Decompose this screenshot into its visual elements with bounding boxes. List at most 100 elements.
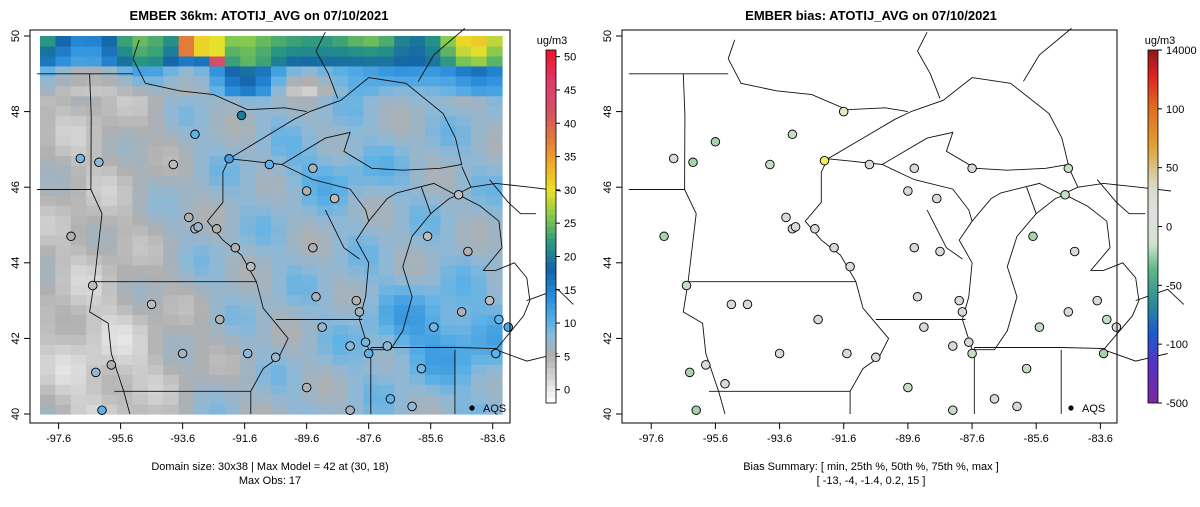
- grid-cell: [363, 165, 380, 176]
- grid-cell: [194, 225, 210, 236]
- grid-cell: [409, 125, 426, 137]
- colorbar: ug/m3 14000 100 50 0 -50 -100 -500: [1145, 35, 1197, 410]
- grid-cell: [425, 264, 441, 276]
- grid-cell: [224, 95, 241, 107]
- grid-cell: [348, 45, 364, 57]
- grid-cell: [178, 404, 195, 415]
- boundary-line: [355, 166, 472, 351]
- grid-cell: [209, 95, 226, 107]
- grid-cell: [378, 274, 395, 286]
- grid-cell: [194, 115, 210, 127]
- observation-point: [1111, 322, 1122, 332]
- grid-cell: [332, 274, 349, 286]
- observation-point: [684, 367, 695, 378]
- boundary-line: [916, 31, 941, 99]
- grid-cell: [55, 125, 72, 137]
- grid-cell: [455, 274, 472, 286]
- grid-cell: [255, 75, 272, 87]
- observation-point: [935, 246, 945, 257]
- grid-cell: [147, 115, 164, 127]
- observation-point: [382, 341, 393, 351]
- grid-cell: [378, 364, 395, 375]
- grid-cell: [209, 115, 226, 127]
- observation-point: [710, 137, 721, 147]
- grid-cell: [40, 95, 56, 107]
- grid-cell: [286, 374, 303, 385]
- grid-cell: [363, 55, 380, 67]
- grid-cell: [70, 165, 87, 176]
- grid-cell: [348, 145, 364, 156]
- grid-cell: [486, 294, 503, 306]
- grid-cell: [86, 65, 103, 77]
- grid-cell: [363, 175, 380, 186]
- grid-cell: [486, 324, 503, 336]
- grid-cell: [163, 225, 180, 236]
- grid-cell: [363, 115, 380, 127]
- grid-cell: [132, 75, 149, 87]
- observation-point: [422, 231, 433, 242]
- grid-cell: [132, 314, 149, 326]
- grid-cell: [55, 304, 72, 316]
- grid-cell: [240, 75, 257, 87]
- grid-cell: [101, 185, 118, 196]
- grid-cell: [178, 105, 195, 117]
- grid-cell: [178, 264, 195, 276]
- grid-cell: [101, 404, 118, 415]
- grid-cell: [132, 344, 149, 355]
- colorbar-segment: [546, 285, 556, 292]
- grid-cell: [255, 384, 272, 395]
- grid-cell: [163, 354, 180, 365]
- colorbar-segment: [546, 150, 556, 157]
- grid-cell: [147, 215, 164, 226]
- grid-cell: [240, 205, 257, 216]
- colorbar-segment: [546, 102, 556, 110]
- grid-cell: [255, 165, 272, 176]
- boundary-line: [132, 58, 307, 113]
- grid-cell: [224, 294, 241, 306]
- grid-cell: [194, 244, 210, 256]
- observation-point: [66, 231, 76, 242]
- grid-cell: [209, 284, 226, 296]
- grid-cell: [394, 215, 411, 226]
- colorbar-unit: ug/m3: [537, 35, 568, 47]
- grid-cell: [163, 65, 180, 77]
- boundary-line: [36, 189, 131, 415]
- grid-cell: [70, 244, 87, 256]
- colorbar-tick-label: 50: [1166, 163, 1178, 175]
- grid-cell: [440, 215, 457, 226]
- grid-cell: [147, 294, 164, 306]
- grid-cell: [209, 55, 226, 67]
- grid-cell: [486, 195, 503, 206]
- grid-cell: [101, 234, 118, 246]
- grid-cell: [363, 334, 380, 345]
- grid-cell: [70, 314, 87, 326]
- grid-cell: [178, 65, 195, 77]
- observation-point: [1092, 295, 1102, 306]
- grid-cell: [240, 85, 257, 97]
- grid-cell: [147, 225, 164, 236]
- grid-cell: [209, 334, 226, 345]
- grid-cell: [240, 135, 257, 147]
- grid-cell: [55, 264, 72, 276]
- colorbar-segment: [546, 97, 556, 104]
- grid-cell: [55, 374, 72, 385]
- grid-cell: [317, 65, 334, 77]
- grid-cell: [194, 404, 210, 415]
- grid-cell: [301, 324, 318, 336]
- y-tick-label: 50: [10, 30, 22, 42]
- grid-cell: [286, 125, 303, 137]
- grid-cell: [348, 264, 364, 276]
- grid-cell: [286, 195, 303, 206]
- grid-cell: [332, 55, 349, 67]
- observation-point: [168, 159, 179, 170]
- grid-cell: [440, 55, 457, 67]
- grid-cell: [348, 55, 364, 67]
- grid-cell: [147, 145, 164, 156]
- grid-cell: [425, 284, 441, 296]
- colorbar-segment: [546, 226, 556, 233]
- grid-cell: [271, 334, 287, 345]
- grid-cell: [455, 364, 472, 375]
- grid-cell: [117, 185, 133, 196]
- grid-cell: [86, 304, 103, 316]
- colorbar-segment: [546, 379, 556, 386]
